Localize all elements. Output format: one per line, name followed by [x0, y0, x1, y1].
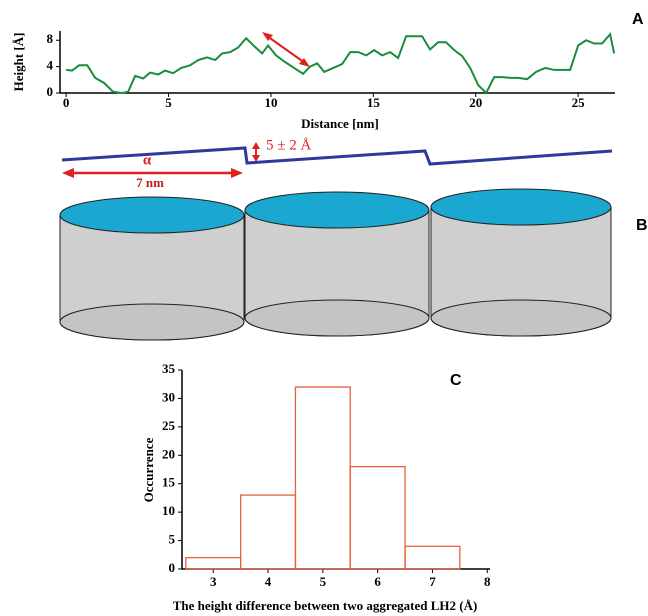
x-tick-label: 25 — [572, 95, 586, 110]
y-tick-label: 20 — [162, 446, 175, 461]
x-tick-label: 5 — [165, 95, 172, 110]
x-tick-label: 8 — [484, 574, 491, 589]
line — [66, 32, 616, 95]
bar — [294, 386, 351, 570]
x-tick-label: 15 — [367, 95, 381, 110]
cylinder — [244, 191, 430, 337]
y-tick-label: 8 — [47, 31, 54, 46]
step-arrow — [252, 142, 260, 162]
profile-line — [61, 146, 613, 166]
y-tick-label: 15 — [162, 475, 176, 490]
x-tick-label: 3 — [210, 574, 217, 589]
x-tick-label: 0 — [63, 95, 70, 110]
cylinder — [59, 196, 245, 341]
annotation-arrow — [262, 32, 310, 67]
bar — [349, 466, 406, 570]
width-arrow — [62, 168, 243, 178]
y-tick-label: 5 — [169, 532, 176, 547]
x-axis-label: The height difference between two aggreg… — [173, 598, 478, 613]
bar — [404, 545, 461, 570]
panel-b: α 7 nm 5 ± 2 Å B — [59, 137, 648, 341]
step-label: 5 ± 2 Å — [266, 137, 311, 153]
y-tick-label: 25 — [162, 418, 176, 433]
x-axis-label: Distance [nm] — [301, 116, 379, 131]
cylinder — [430, 188, 612, 337]
angle-label: α — [143, 152, 152, 168]
y-tick-label: 35 — [162, 361, 176, 376]
y-tick-label: 0 — [169, 560, 176, 575]
x-tick-label: 20 — [469, 95, 482, 110]
bar — [239, 494, 297, 570]
bar — [185, 556, 242, 570]
y-axis-label: Height [Å] — [11, 33, 26, 92]
y-tick-label: 4 — [47, 58, 54, 73]
x-tick-label: 6 — [374, 574, 381, 589]
y-tick-label: 10 — [162, 503, 175, 518]
x-tick-label: 5 — [320, 574, 327, 589]
panel-label: C — [450, 372, 462, 389]
panel-label: B — [636, 217, 648, 234]
x-tick-label: 4 — [265, 574, 272, 589]
y-tick-label: 0 — [47, 84, 54, 99]
panel-label: A — [632, 11, 644, 28]
y-axis-label: Occurrence — [141, 437, 156, 502]
width-label: 7 nm — [136, 175, 164, 190]
x-tick-label: 10 — [264, 95, 277, 110]
y-tick-label: 30 — [162, 389, 175, 404]
x-tick-label: 7 — [429, 574, 436, 589]
